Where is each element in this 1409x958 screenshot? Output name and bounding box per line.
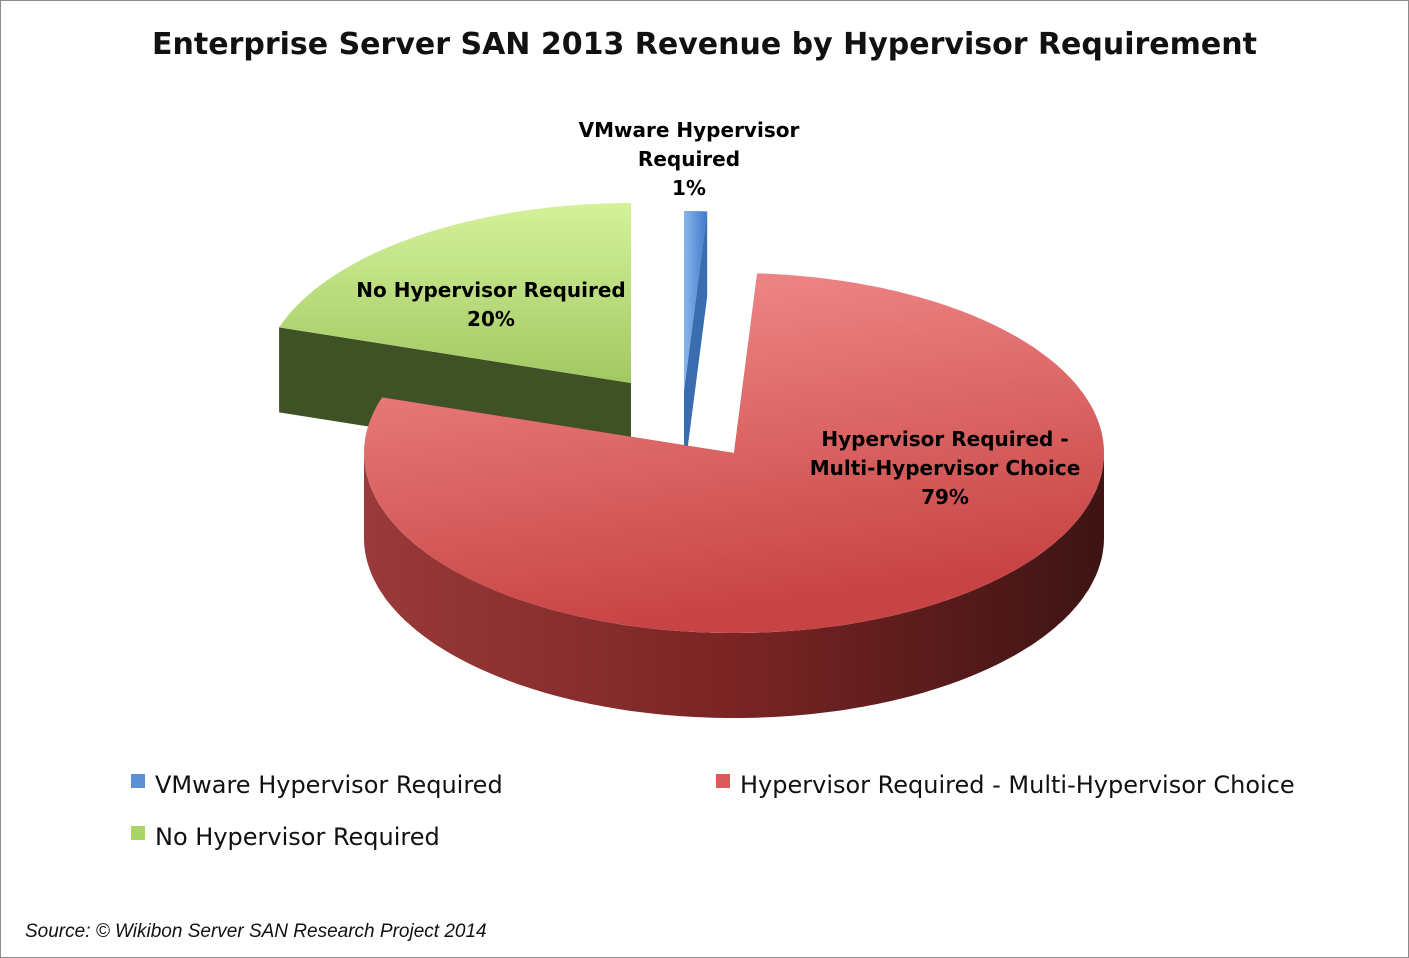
slice-multi-hypervisor-top <box>364 273 1104 633</box>
slice-vmware-top <box>684 211 708 391</box>
data-label-value: 20% <box>467 307 515 331</box>
data-label-vmware: VMware Hypervisor Required 1% <box>579 116 800 203</box>
legend-item-vmware: VMware Hypervisor Required <box>131 771 503 799</box>
legend-label: VMware Hypervisor Required <box>155 771 503 799</box>
legend-item-no-hypervisor: No Hypervisor Required <box>131 823 440 851</box>
data-label-multi-hypervisor: Hypervisor Required - Multi-Hypervisor C… <box>810 425 1081 512</box>
legend-label: Hypervisor Required - Multi-Hypervisor C… <box>740 771 1295 799</box>
slice-no-hypervisor-top <box>279 203 631 383</box>
data-label-line: Required <box>637 147 741 171</box>
chart-title: Enterprise Server SAN 2013 Revenue by Hy… <box>152 27 1257 62</box>
legend-swatch <box>716 774 730 788</box>
slice-multi-hypervisor-side <box>364 453 1104 718</box>
legend-swatch <box>131 774 145 788</box>
data-label-value: 1% <box>672 176 706 200</box>
legend-item-multi-hypervisor: Hypervisor Required - Multi-Hypervisor C… <box>716 771 1295 799</box>
slice-vmware-cut-face <box>684 211 708 476</box>
source-note: Source: © Wikibon Server SAN Research Pr… <box>25 921 487 942</box>
legend-label: No Hypervisor Required <box>155 823 440 851</box>
data-label-no-hypervisor: No Hypervisor Required 20% <box>356 276 625 334</box>
data-label-line: Multi-Hypervisor Choice <box>809 456 1081 480</box>
data-label-line: No Hypervisor Required <box>356 278 626 302</box>
legend-swatch <box>131 826 145 840</box>
data-label-line: Hypervisor Required - <box>821 427 1069 451</box>
data-label-line: VMware Hypervisor <box>578 118 800 142</box>
data-label-value: 79% <box>921 485 969 509</box>
